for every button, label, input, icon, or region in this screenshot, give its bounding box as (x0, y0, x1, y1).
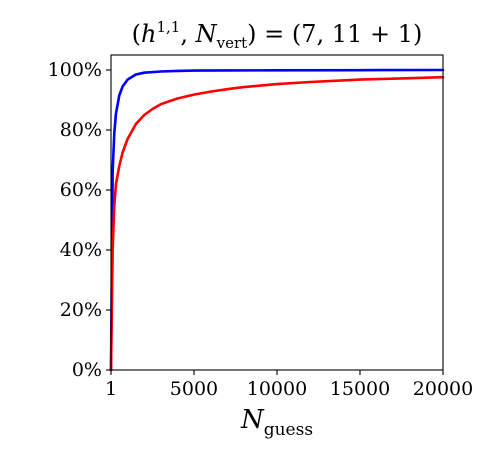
y-tick-label: 80% (60, 119, 102, 141)
x-axis-label: Nguess (240, 405, 313, 440)
x-tick-label: 10000 (247, 378, 307, 400)
plot-frame (110, 54, 444, 371)
series-line-1 (109, 75, 445, 372)
series-group (109, 68, 445, 372)
y-tick-label: 60% (60, 179, 102, 201)
y-tick-label: 40% (60, 239, 102, 261)
axes (106, 54, 444, 375)
y-tick-label: 20% (60, 299, 102, 321)
x-tick-label: 5000 (170, 378, 218, 400)
series-line-0 (109, 68, 445, 372)
x-tick-label: 15000 (330, 378, 390, 400)
chart-title: (h1,1, Nvert) = (7, 11 + 1) (132, 18, 423, 52)
y-tick-label: 100% (48, 59, 102, 81)
x-tick-label: 1 (105, 378, 117, 400)
x-tick-label: 20000 (413, 378, 473, 400)
y-tick-label: 0% (72, 359, 102, 381)
